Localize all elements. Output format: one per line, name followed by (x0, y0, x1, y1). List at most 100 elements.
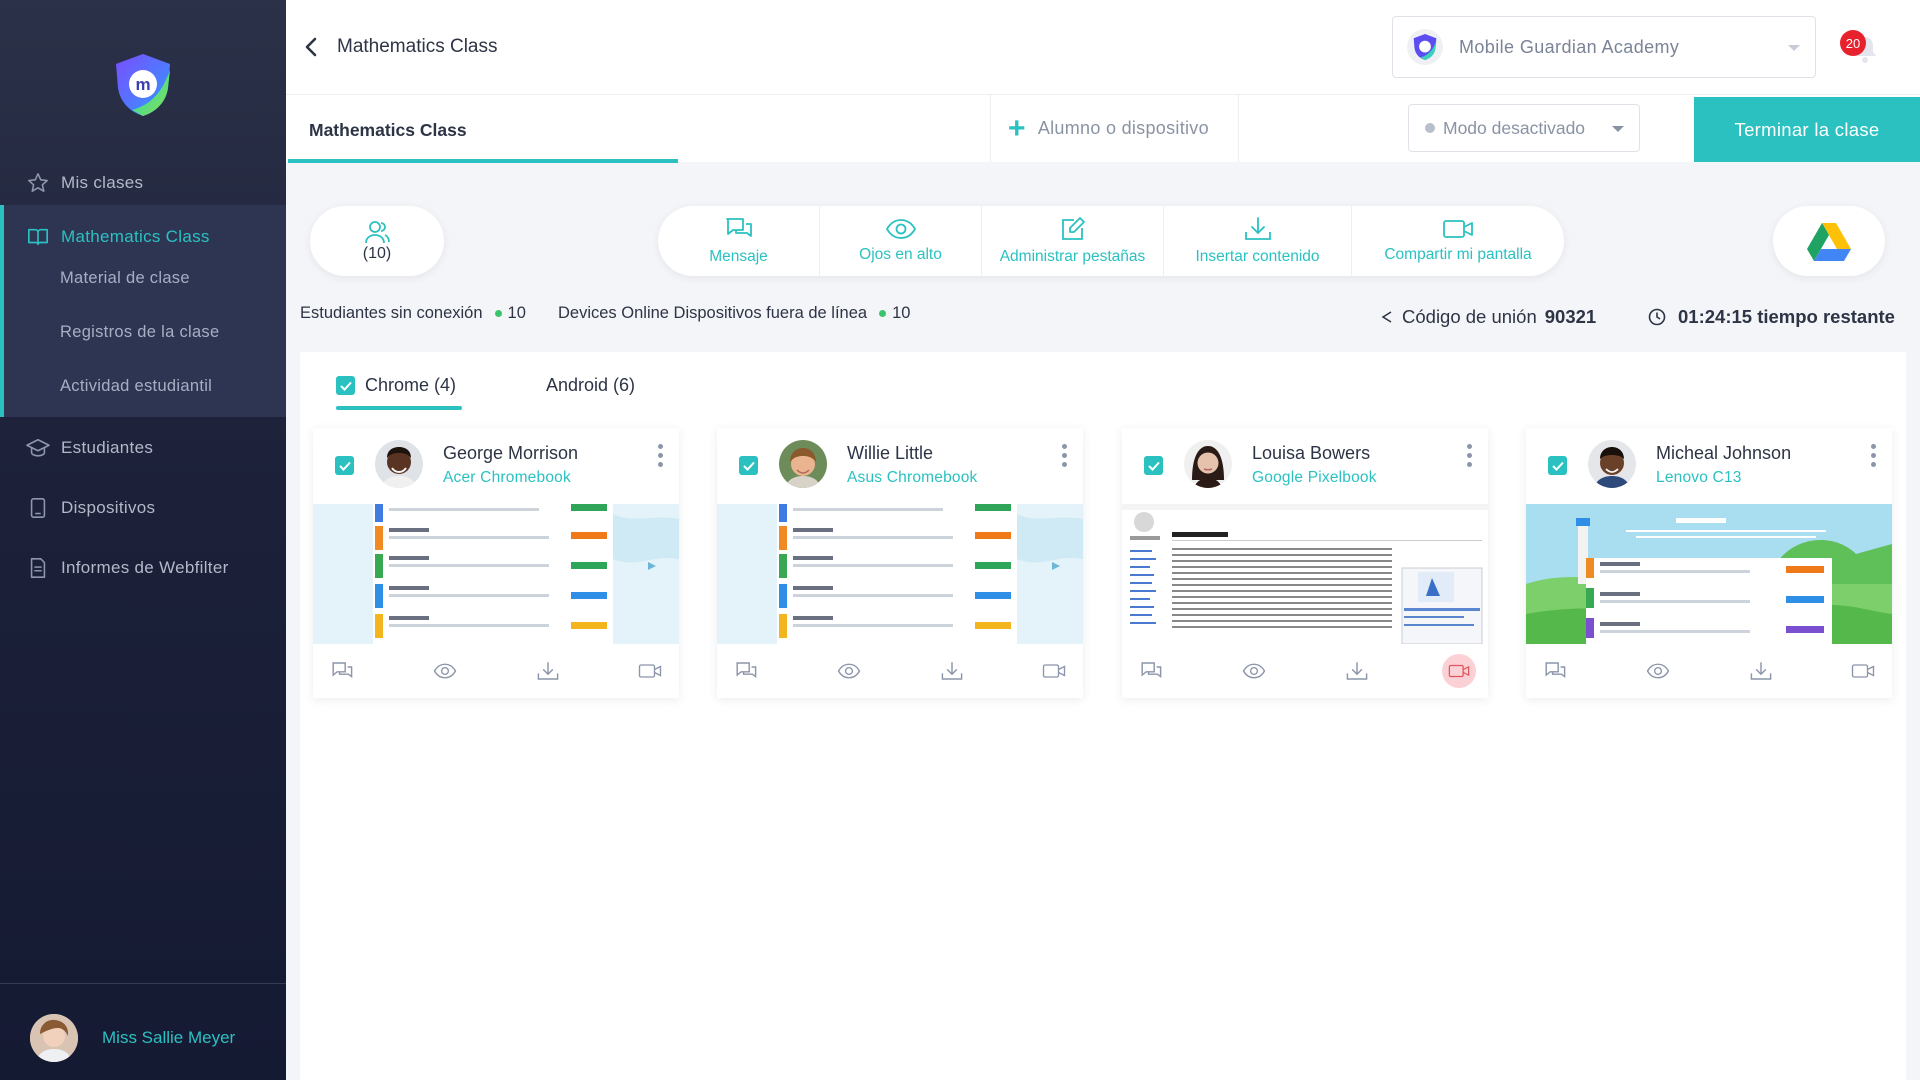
download-icon[interactable] (937, 656, 967, 686)
device-name: Asus Chromebook (847, 469, 978, 486)
eye-icon[interactable] (1643, 656, 1673, 686)
student-checkbox[interactable] (1144, 456, 1163, 475)
device-name: Google Pixelbook (1252, 469, 1377, 486)
status-dot (879, 310, 887, 317)
class-tools: Mensaje Ojos en alto Administrar pestaña… (658, 206, 1564, 276)
join-code[interactable]: Código de unión 90321 (1380, 306, 1596, 328)
device-name: Lenovo C13 (1656, 469, 1742, 486)
video-icon[interactable] (1848, 656, 1878, 686)
more-options-icon[interactable] (1467, 444, 1472, 467)
share-screen-tool-button[interactable]: Compartir mi pantalla (1352, 206, 1564, 276)
divider (1238, 95, 1239, 162)
sidebar-item-dispositivos[interactable]: Dispositivos (0, 488, 286, 528)
offline-label: Estudiantes sin conexión (300, 304, 483, 322)
google-drive-icon (1807, 223, 1851, 261)
message-icon[interactable] (731, 656, 761, 686)
student-avatar (1588, 440, 1636, 488)
more-options-icon[interactable] (1062, 444, 1067, 467)
edit-tabs-icon (1061, 217, 1085, 240)
online-count: 10 (892, 304, 911, 322)
tool-label: Insertar contenido (1195, 248, 1320, 265)
video-icon[interactable] (635, 656, 665, 686)
screen-preview[interactable] (717, 504, 1083, 644)
online-label: Devices Online Dispositivos fuera de lín… (558, 304, 868, 322)
tab-mathematics-class[interactable]: Mathematics Class (309, 120, 467, 140)
online-status: Devices Online Dispositivos fuera de lín… (558, 304, 910, 323)
report-icon (25, 555, 51, 581)
download-icon[interactable] (1746, 656, 1776, 686)
student-actions (717, 656, 1083, 686)
mode-select[interactable]: Modo desactivado (1408, 104, 1640, 152)
user-name[interactable]: Miss Sallie Meyer (102, 1028, 236, 1047)
time-value: 01:24:15 (1678, 306, 1753, 327)
student-card[interactable]: George Morrison Acer Chromebook (313, 428, 679, 698)
tool-label: Administrar pestañas (999, 248, 1146, 265)
eyes-up-tool-button[interactable]: Ojos en alto (820, 206, 982, 276)
device-name: Acer Chromebook (443, 469, 571, 486)
school-name: Mobile Guardian Academy (1459, 36, 1680, 57)
school-logo-icon (1407, 29, 1443, 65)
student-card[interactable]: Micheal Johnson Lenovo C13 (1526, 428, 1892, 698)
end-class-button[interactable]: Terminar la clase (1694, 97, 1920, 162)
school-select[interactable]: Mobile Guardian Academy (1392, 16, 1816, 78)
student-actions (1122, 654, 1488, 688)
notification-badge[interactable]: 20 (1840, 30, 1866, 56)
student-name: George Morrison (443, 443, 579, 463)
student-name: Micheal Johnson (1656, 443, 1792, 463)
download-icon[interactable] (533, 656, 563, 686)
sidebar-item-informes[interactable]: Informes de Webfilter (0, 548, 286, 588)
sidebar-item-mathematics-class[interactable]: Mathematics Class (0, 217, 286, 257)
video-icon[interactable] (1442, 654, 1476, 688)
student-checkbox[interactable] (1548, 456, 1567, 475)
student-checkbox[interactable] (335, 456, 354, 475)
more-options-icon[interactable] (658, 444, 663, 467)
add-student-button[interactable]: + Alumno o dispositivo (1008, 113, 1209, 143)
sidebar-item-estudiantes[interactable]: Estudiantes (0, 428, 286, 468)
student-checkbox[interactable] (739, 456, 758, 475)
join-label: Código de unión (1402, 306, 1537, 327)
video-icon (1443, 220, 1473, 238)
sidebar-item-label: Mis clases (61, 173, 144, 192)
divider (990, 95, 991, 162)
time-remaining: 01:24:15 tiempo restante (1648, 306, 1895, 328)
sidebar-subitem-registros[interactable]: Registros de la clase (60, 323, 220, 341)
student-avatar (1184, 440, 1232, 488)
svg-text:m: m (135, 75, 150, 94)
tab-chrome[interactable]: Chrome (4) (336, 375, 456, 396)
screen-preview[interactable] (1122, 504, 1488, 644)
insert-content-tool-button[interactable]: Insertar contenido (1164, 206, 1352, 276)
student-card[interactable]: Willie Little Asus Chromebook (717, 428, 1083, 698)
eye-icon[interactable] (430, 656, 460, 686)
sidebar-item-mis-clases[interactable]: Mis clases (0, 163, 286, 203)
sidebar-subitem-actividad[interactable]: Actividad estudiantil (60, 377, 213, 395)
mobile-guardian-logo[interactable]: m (112, 52, 174, 118)
tab-android[interactable]: Android (6) (546, 375, 636, 395)
eye-icon[interactable] (1239, 656, 1269, 686)
message-icon[interactable] (1136, 656, 1166, 686)
eye-icon[interactable] (834, 656, 864, 686)
screen-preview[interactable] (313, 504, 679, 644)
message-icon[interactable] (1540, 656, 1570, 686)
avatar[interactable] (30, 1014, 78, 1062)
video-icon[interactable] (1039, 656, 1069, 686)
offline-count: 10 (507, 304, 526, 322)
more-options-icon[interactable] (1871, 444, 1876, 467)
download-icon[interactable] (1342, 656, 1372, 686)
mode-status-dot (1425, 123, 1435, 133)
message-icon[interactable] (327, 656, 357, 686)
chevron-down-icon (1788, 45, 1800, 51)
status-dot (494, 310, 502, 317)
mode-label: Modo desactivado (1443, 117, 1586, 138)
manage-tabs-tool-button[interactable]: Administrar pestañas (982, 206, 1164, 276)
student-card[interactable]: Louisa Bowers Google Pixelbook (1122, 428, 1488, 698)
sidebar-item-label: Estudiantes (61, 438, 154, 457)
join-code-value: 90321 (1544, 306, 1597, 327)
google-drive-button[interactable] (1773, 206, 1885, 276)
screen-preview[interactable] (1526, 504, 1892, 644)
message-tool-button[interactable]: Mensaje (658, 206, 820, 276)
student-count-button[interactable]: (10) (310, 206, 444, 276)
checkbox-checked[interactable] (336, 376, 355, 395)
clock-icon (1648, 308, 1666, 326)
back-arrow-icon[interactable] (302, 36, 322, 58)
sidebar-subitem-material[interactable]: Material de clase (60, 269, 190, 287)
